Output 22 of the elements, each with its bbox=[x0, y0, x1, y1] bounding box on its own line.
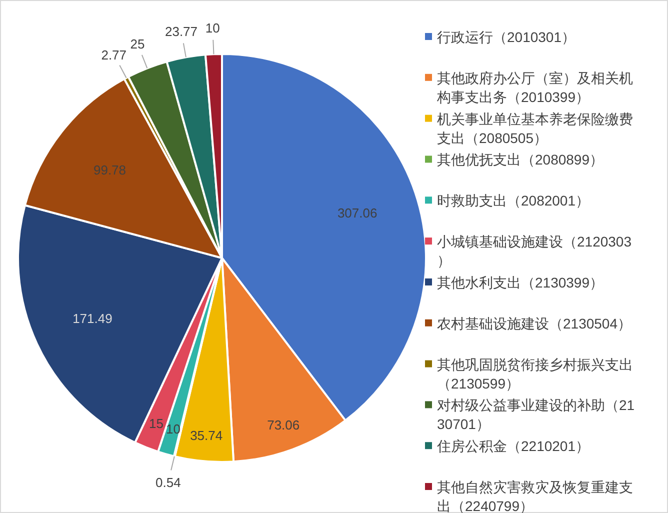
data-label: 10 bbox=[205, 20, 220, 36]
data-label: 307.06 bbox=[337, 205, 378, 220]
legend-label: 住房公积金（2210201） bbox=[436, 438, 590, 454]
data-label: 0.54 bbox=[156, 475, 181, 490]
data-label: 73.06 bbox=[267, 418, 300, 433]
data-label: 25 bbox=[130, 36, 145, 52]
legend-label: 时救助支出（2082001） bbox=[437, 192, 590, 209]
data-label: 15 bbox=[148, 416, 164, 431]
legend-label: 行政运行（2010301） bbox=[437, 29, 576, 45]
legend-label: 小城镇基础设施建设（2120303） bbox=[437, 234, 632, 269]
data-label: 171.49 bbox=[72, 311, 112, 326]
data-label: 35.74 bbox=[190, 428, 223, 443]
legend-label: 对村级公益事业建设的补助（2130701） bbox=[437, 397, 635, 432]
legend-label: 其他水利支出（2130399） bbox=[437, 274, 604, 290]
legend-label: 其他政府办公厅（室）及相关机构事支出务（2010399） bbox=[436, 70, 633, 105]
data-label: 23.77 bbox=[165, 24, 198, 40]
data-label: 2.77 bbox=[101, 47, 127, 62]
legend-label: 农村基础设施建设（2130504） bbox=[437, 315, 632, 332]
legend-label: 机关事业单位基本养老保险缴费支出（2080505） bbox=[437, 110, 633, 146]
data-label: 99.78 bbox=[93, 162, 126, 178]
legend-label: 其他优抚支出（2080899） bbox=[437, 152, 604, 168]
legend-label: 其他巩固脱贫衔接乡村振兴支出（2130599） bbox=[437, 356, 633, 392]
